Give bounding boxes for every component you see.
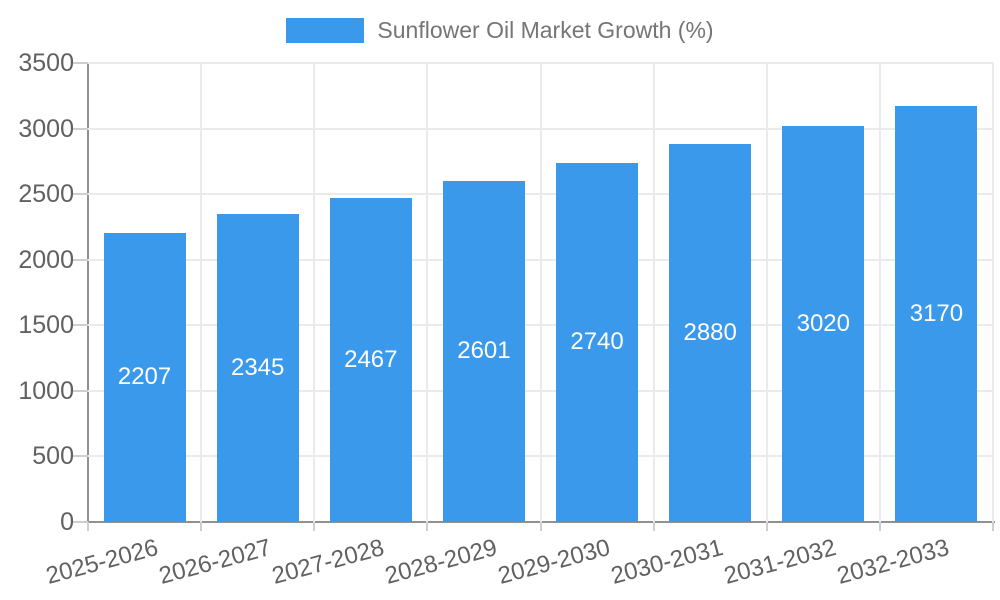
x-gridline: [426, 63, 429, 522]
y-tick-mark: [73, 127, 88, 130]
y-tick-label: 1000: [18, 376, 74, 405]
x-axis-line: [79, 521, 995, 523]
x-category-label: 2028-2029: [382, 534, 500, 590]
x-category-label: 2029-2030: [495, 534, 614, 590]
x-gridline: [878, 63, 881, 522]
legend-label: Sunflower Oil Market Growth (%): [377, 17, 714, 43]
x-category-label: 2026-2027: [155, 534, 274, 590]
bar-value-label: 2880: [683, 319, 737, 347]
y-tick-mark: [73, 193, 88, 196]
bar: 3020: [782, 125, 865, 522]
bar-value-label: 2345: [230, 354, 285, 382]
x-gridline: [992, 63, 994, 522]
y-tick-label: 0: [60, 508, 74, 536]
y-tick-label: 500: [32, 442, 74, 471]
x-tick-mark: [992, 522, 994, 531]
x-tick-mark: [765, 522, 768, 531]
bar-value-label: 2467: [344, 346, 398, 374]
bar: 2601: [442, 180, 525, 522]
x-category-label: 2025-2026: [42, 534, 161, 590]
chart-legend: Sunflower Oil Market Growth (%): [0, 17, 1000, 44]
bar: 2880: [669, 144, 752, 522]
y-tick-mark: [73, 521, 88, 523]
y-tick-label: 2500: [18, 180, 74, 209]
x-category-label: 2030-2031: [608, 534, 727, 590]
x-category-label: 2032-2033: [834, 534, 953, 590]
y-tick-mark: [73, 389, 88, 392]
x-tick-mark: [87, 522, 89, 531]
y-tick-label: 3500: [18, 49, 74, 77]
x-tick-mark: [313, 522, 316, 531]
bar-value-label: 2207: [117, 363, 172, 391]
bar-value-label: 2601: [457, 337, 511, 365]
y-tick-label: 3000: [18, 114, 74, 143]
bar-value-label: 3170: [909, 300, 964, 328]
bar-value-label: 2740: [570, 328, 624, 356]
plot-area: 2207 2345 2467 2601 2740 2880 3020 3170: [88, 62, 994, 522]
y-tick-mark: [73, 455, 88, 458]
bar: 2207: [103, 232, 186, 522]
x-tick-mark: [878, 522, 881, 531]
legend-swatch: [286, 18, 365, 43]
y-tick-mark: [73, 324, 88, 327]
bar-value-label: 3020: [796, 309, 850, 337]
x-gridline: [652, 63, 655, 522]
y-tick-label: 2000: [18, 245, 74, 274]
x-category-label: 2027-2028: [268, 534, 387, 590]
x-tick-mark: [426, 522, 429, 531]
y-tick-mark: [73, 62, 88, 64]
bar: 2467: [329, 198, 412, 522]
bar: 2345: [216, 214, 299, 522]
x-tick-mark: [200, 522, 203, 531]
bar: 2740: [556, 162, 639, 522]
bar: 3170: [895, 106, 978, 522]
x-gridline: [539, 63, 542, 522]
x-gridline: [313, 63, 316, 522]
x-gridline: [765, 63, 768, 522]
y-tick-label: 1500: [18, 311, 74, 340]
x-category-label: 2031-2032: [721, 534, 840, 590]
y-axis-line: [87, 63, 89, 523]
y-tick-mark: [73, 258, 88, 261]
x-gridline: [200, 63, 203, 522]
x-tick-mark: [652, 522, 655, 531]
x-tick-mark: [539, 522, 542, 531]
